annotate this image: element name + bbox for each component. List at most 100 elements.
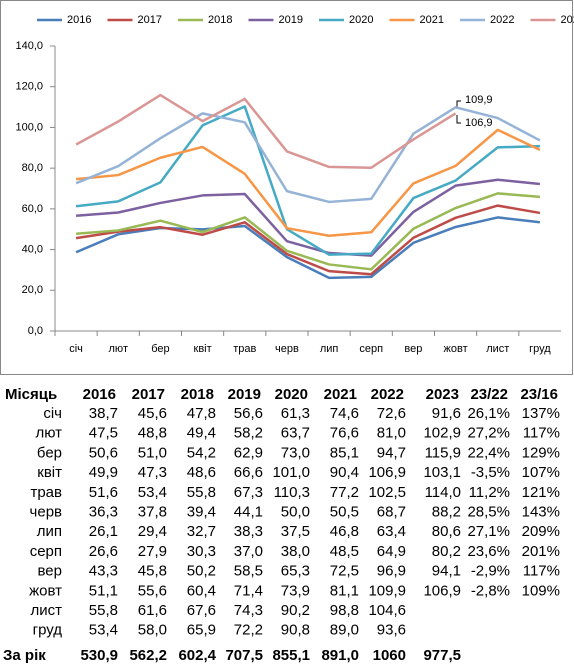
table-cell: 48,6 [187, 464, 216, 481]
table-cell: 73,9 [281, 582, 310, 599]
table-cell: 27,1% [467, 523, 510, 540]
series-line [75, 106, 541, 204]
table-cell: 56,6 [234, 405, 263, 422]
table-cell: 50,0 [281, 503, 310, 520]
row-label: бер [37, 444, 62, 461]
total-cell: 530,9 [80, 647, 118, 664]
table-cell: 106,9 [368, 464, 406, 481]
row-label: квіт [37, 464, 62, 481]
table-cell: 51,6 [89, 484, 118, 501]
table-cell: 53,4 [138, 484, 167, 501]
annotation: 109,9 [465, 94, 493, 106]
table-cell: 11,2% [469, 484, 510, 501]
total-cell: 855,1 [272, 647, 310, 664]
table-cell: 72,2 [234, 622, 263, 639]
table-cell: 71,4 [234, 582, 263, 599]
table-cell: 22,4% [467, 444, 510, 461]
table-cell: 55,8 [89, 602, 118, 619]
x-tick-label: черв [275, 343, 299, 355]
table-cell: 38,3 [234, 523, 263, 540]
row-label: трав [30, 484, 62, 501]
table-cell: 106,9 [423, 582, 461, 599]
table-cell: 93,6 [377, 622, 406, 639]
table-cell: 102,5 [368, 484, 406, 501]
table-cell: 45,8 [138, 563, 167, 580]
annotation: 106,9 [465, 117, 493, 129]
table-cell: 32,7 [187, 523, 216, 540]
series-line [75, 93, 457, 169]
series-line [75, 192, 541, 271]
y-tick-label: 120,0 [15, 81, 43, 93]
y-tick-label: 20,0 [22, 284, 43, 296]
x-tick-label: трав [233, 343, 256, 355]
table-cell: 47,8 [187, 405, 216, 422]
annotation-leader [456, 115, 461, 124]
table-cell: 43,3 [89, 563, 118, 580]
y-tick-label: 140,0 [15, 40, 43, 52]
table-cell: 96,9 [377, 563, 406, 580]
table-cell: 94,7 [377, 444, 406, 461]
table-cell: 54,2 [187, 444, 216, 461]
row-label: вер [38, 563, 63, 580]
table-cell: 38,7 [89, 405, 118, 422]
table-cell: 63,7 [281, 425, 310, 442]
x-tick-label: лист [486, 343, 509, 355]
table-cell: -2,9% [471, 563, 510, 580]
table-cell: 67,6 [187, 602, 216, 619]
table-cell: 39,4 [187, 503, 216, 520]
table-cell: 110,3 [274, 484, 310, 501]
y-tick-label: 60,0 [22, 203, 43, 215]
x-tick-label: лют [109, 343, 128, 355]
table-cell: 38,0 [281, 543, 310, 560]
table-cell: 91,6 [432, 405, 461, 422]
table-cell: 90,8 [281, 622, 310, 639]
table-cell: 62,9 [234, 444, 263, 461]
table-cell: 74,6 [330, 405, 359, 422]
x-tick-label: лип [320, 343, 339, 355]
table-cell: 81,0 [377, 425, 406, 442]
table-cell: 209% [522, 523, 560, 540]
table-cell: 51,1 [89, 582, 118, 599]
table-cell: 74,3 [234, 602, 263, 619]
table-cell: 101,0 [272, 464, 310, 481]
table-cell: 77,2 [330, 484, 359, 501]
table-cell: 94,1 [432, 563, 461, 580]
row-label: лип [37, 523, 62, 540]
total-cell: 562,2 [129, 647, 167, 664]
chart-frame [0, 0, 573, 375]
legend-label: 2019 [279, 14, 303, 26]
table-cell: 36,3 [89, 503, 118, 520]
table-cell: 65,3 [281, 563, 310, 580]
y-tick-label: 100,0 [15, 121, 43, 133]
total-cell: 1060 [373, 647, 406, 664]
table-cell: 55,8 [187, 484, 216, 501]
y-tick-label: 80,0 [22, 162, 43, 174]
table-cell: 53,4 [89, 622, 118, 639]
table-cell: 81,1 [330, 582, 359, 599]
total-cell: 602,4 [178, 647, 216, 664]
table-cell: 45,6 [138, 405, 167, 422]
table-cell: 37,0 [234, 543, 263, 560]
table-cell: 117% [523, 425, 560, 442]
table-cell: 64,9 [377, 543, 406, 560]
row-label: лют [35, 425, 62, 442]
table-cell: 66,6 [234, 464, 263, 481]
legend-label: 2021 [420, 14, 444, 26]
table-cell: 63,4 [377, 523, 406, 540]
table-cell: 58,0 [138, 622, 167, 639]
table-cell: 37,8 [138, 503, 167, 520]
table-header: 2020 [275, 386, 308, 403]
table-cell: 121% [522, 484, 560, 501]
total-label: За рік [3, 647, 46, 664]
table-cell: 115,9 [425, 444, 461, 461]
table-cell: 90,2 [281, 602, 310, 619]
table-cell: 103,1 [423, 464, 461, 481]
table-cell: 49,4 [187, 425, 216, 442]
table-header: 2022 [371, 386, 404, 403]
table-cell: 109% [522, 582, 560, 599]
x-tick-label: бер [151, 343, 169, 355]
table-header: 23/16 [520, 386, 558, 403]
table-cell: 47,5 [89, 425, 118, 442]
row-label: серп [30, 543, 62, 560]
x-tick-label: січ [69, 343, 83, 355]
